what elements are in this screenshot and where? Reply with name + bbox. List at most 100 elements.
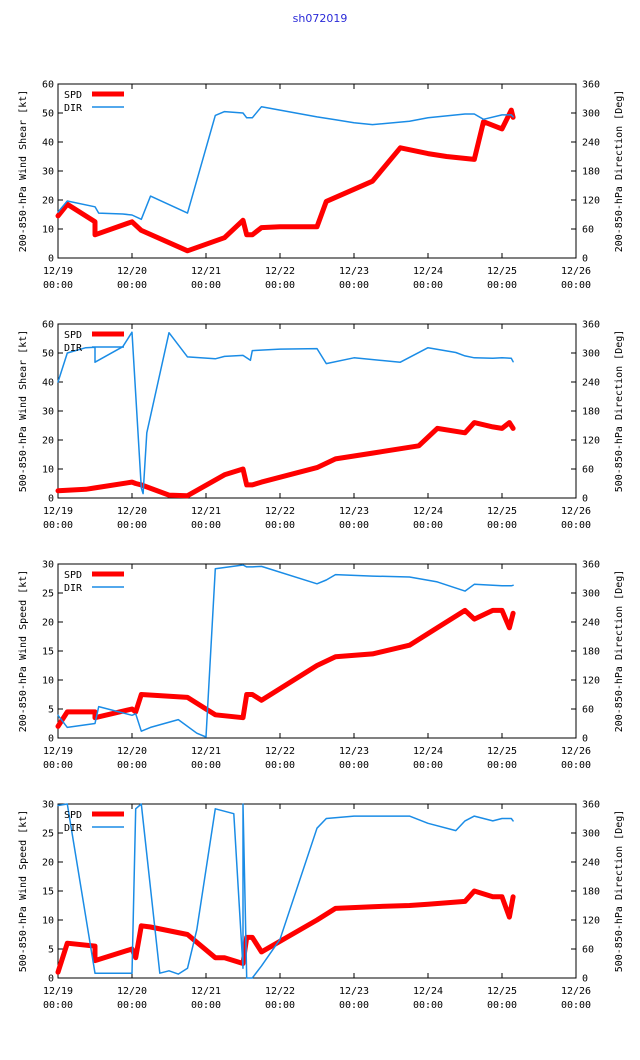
x-tick-time-label: 00:00 bbox=[191, 760, 221, 771]
legend-label-dir: DIR bbox=[64, 583, 83, 594]
x-tick-date-label: 12/22 bbox=[265, 746, 295, 757]
x-tick-time-label: 00:00 bbox=[265, 520, 295, 531]
left-y-tick-label: 10 bbox=[42, 676, 54, 687]
legend-label-dir: DIR bbox=[64, 343, 83, 354]
right-y-tick-label: 0 bbox=[582, 254, 588, 265]
x-tick-date-label: 12/22 bbox=[265, 266, 295, 277]
right-y-tick-label: 120 bbox=[582, 916, 600, 927]
x-tick-date-label: 12/26 bbox=[561, 746, 591, 757]
right-y-tick-label: 120 bbox=[582, 196, 600, 207]
left-y-tick-label: 0 bbox=[48, 734, 54, 745]
left-y-tick-label: 20 bbox=[42, 858, 54, 869]
left-y-tick-label: 40 bbox=[42, 378, 54, 389]
x-tick-date-label: 12/19 bbox=[43, 266, 73, 277]
x-tick-date-label: 12/21 bbox=[191, 746, 221, 757]
x-tick-date-label: 12/20 bbox=[117, 506, 147, 517]
left-y-tick-label: 5 bbox=[48, 705, 54, 716]
x-tick-date-label: 12/19 bbox=[43, 506, 73, 517]
dir-series-line bbox=[57, 803, 514, 979]
right-axis-title: 500-850-hPa Direction [Deg] bbox=[614, 810, 625, 973]
left-y-tick-label: 15 bbox=[42, 647, 54, 658]
dir-series-line bbox=[57, 564, 514, 738]
left-y-tick-label: 10 bbox=[42, 225, 54, 236]
legend-label-dir: DIR bbox=[64, 103, 83, 114]
x-tick-time-label: 00:00 bbox=[339, 280, 369, 291]
chart-panel-4: 05101520253006012018024030036012/1900:00… bbox=[18, 800, 625, 1012]
right-y-tick-label: 240 bbox=[582, 378, 600, 389]
x-tick-time-label: 00:00 bbox=[339, 520, 369, 531]
x-tick-time-label: 00:00 bbox=[43, 520, 73, 531]
x-tick-date-label: 12/22 bbox=[265, 506, 295, 517]
x-tick-time-label: 00:00 bbox=[265, 1000, 295, 1011]
x-tick-time-label: 00:00 bbox=[117, 760, 147, 771]
right-y-tick-label: 300 bbox=[582, 349, 600, 360]
spd-series-line bbox=[55, 107, 516, 254]
x-tick-time-label: 00:00 bbox=[191, 520, 221, 531]
chart-panel-3: 05101520253006012018024030036012/1900:00… bbox=[18, 560, 625, 772]
x-tick-date-label: 12/26 bbox=[561, 986, 591, 997]
x-tick-date-label: 12/23 bbox=[339, 506, 369, 517]
x-tick-time-label: 00:00 bbox=[265, 760, 295, 771]
left-y-tick-label: 10 bbox=[42, 465, 54, 476]
right-y-tick-label: 180 bbox=[582, 407, 600, 418]
x-tick-time-label: 00:00 bbox=[487, 280, 517, 291]
right-y-tick-label: 60 bbox=[582, 705, 594, 716]
x-tick-time-label: 00:00 bbox=[487, 1000, 517, 1011]
right-y-tick-label: 360 bbox=[582, 800, 600, 811]
x-tick-time-label: 00:00 bbox=[561, 520, 591, 531]
x-tick-date-label: 12/21 bbox=[191, 506, 221, 517]
legend-label-spd: SPD bbox=[64, 90, 82, 101]
right-y-tick-label: 360 bbox=[582, 560, 600, 571]
right-y-tick-label: 300 bbox=[582, 109, 600, 120]
left-y-tick-label: 0 bbox=[48, 974, 54, 985]
x-tick-date-label: 12/19 bbox=[43, 746, 73, 757]
left-y-tick-label: 30 bbox=[42, 167, 54, 178]
left-y-tick-label: 50 bbox=[42, 109, 54, 120]
x-tick-time-label: 00:00 bbox=[191, 1000, 221, 1011]
left-y-tick-label: 20 bbox=[42, 436, 54, 447]
right-y-tick-label: 60 bbox=[582, 465, 594, 476]
right-y-tick-label: 180 bbox=[582, 647, 600, 658]
page-title: sh072019 bbox=[292, 12, 348, 25]
x-tick-date-label: 12/25 bbox=[487, 986, 517, 997]
x-tick-time-label: 00:00 bbox=[117, 520, 147, 531]
left-y-tick-label: 15 bbox=[42, 887, 54, 898]
x-tick-time-label: 00:00 bbox=[43, 1000, 73, 1011]
x-tick-date-label: 12/22 bbox=[265, 986, 295, 997]
x-tick-time-label: 00:00 bbox=[117, 1000, 147, 1011]
left-y-tick-label: 10 bbox=[42, 916, 54, 927]
left-axis-title: 500-850-hPa Wind Speed [kt] bbox=[18, 810, 29, 973]
chart-panel-2: 0 10 20 30 40 50 60 0 60 120 180 240 300 360 12/19 00:0… bbox=[18, 320, 625, 532]
legend-label-spd: SPD bbox=[64, 810, 82, 821]
right-y-tick-label: 300 bbox=[582, 829, 600, 840]
right-axis-title: 200-850-hPa Direction [Deg] bbox=[614, 90, 625, 253]
x-tick-date-label: 12/23 bbox=[339, 266, 369, 277]
left-y-tick-label: 20 bbox=[42, 618, 54, 629]
right-y-tick-label: 180 bbox=[582, 167, 600, 178]
left-y-tick-label: 60 bbox=[42, 320, 54, 331]
right-y-tick-label: 360 bbox=[582, 320, 600, 331]
left-y-tick-label: 20 bbox=[42, 196, 54, 207]
x-tick-time-label: 00:00 bbox=[43, 760, 73, 771]
x-tick-time-label: 00:00 bbox=[561, 1000, 591, 1011]
x-tick-time-label: 00:00 bbox=[487, 520, 517, 531]
right-y-tick-label: 60 bbox=[582, 945, 594, 956]
x-tick-date-label: 12/25 bbox=[487, 266, 517, 277]
x-tick-date-label: 12/24 bbox=[413, 986, 443, 997]
x-tick-date-label: 12/20 bbox=[117, 986, 147, 997]
x-tick-date-label: 12/20 bbox=[117, 266, 147, 277]
x-tick-date-label: 12/26 bbox=[561, 266, 591, 277]
legend-label-spd: SPD bbox=[64, 570, 82, 581]
x-tick-time-label: 00:00 bbox=[117, 280, 147, 291]
left-axis-title: 500-850-hPa Wind Shear [kt] bbox=[18, 330, 29, 493]
right-y-tick-label: 120 bbox=[582, 436, 600, 447]
x-tick-time-label: 00:00 bbox=[339, 1000, 369, 1011]
spd-series-line bbox=[55, 607, 516, 729]
x-tick-date-label: 12/23 bbox=[339, 746, 369, 757]
plot-frame bbox=[57, 83, 577, 259]
left-y-tick-label: 0 bbox=[48, 254, 54, 265]
left-y-tick-label: 30 bbox=[42, 800, 54, 811]
x-tick-date-label: 12/26 bbox=[561, 506, 591, 517]
dir-series-line bbox=[57, 331, 514, 495]
dir-series-line bbox=[57, 105, 514, 221]
